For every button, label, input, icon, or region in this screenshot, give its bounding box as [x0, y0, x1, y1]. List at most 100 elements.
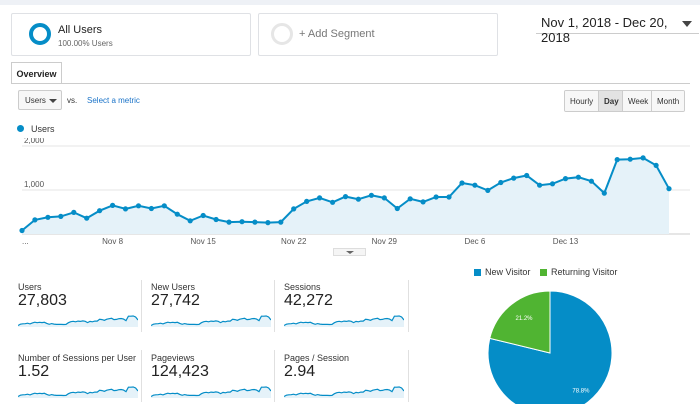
granularity-day-button[interactable]: Day	[599, 91, 623, 111]
stat-divider	[408, 280, 409, 332]
data-point[interactable]	[278, 219, 284, 225]
data-point[interactable]	[640, 155, 646, 161]
stat-new-users[interactable]: New Users 27,742	[151, 282, 271, 332]
date-range-picker[interactable]: Nov 1, 2018 - Dec 20, 2018	[536, 12, 699, 45]
data-point[interactable]	[666, 186, 672, 192]
stat-sparkline	[18, 315, 138, 327]
data-point[interactable]	[485, 187, 491, 193]
data-point[interactable]	[32, 217, 38, 223]
stat-sessions[interactable]: Sessions 42,272	[284, 282, 404, 332]
users-legend-dot-icon	[17, 125, 24, 132]
data-point[interactable]	[614, 157, 620, 163]
sparkline-line	[151, 386, 271, 398]
data-point[interactable]	[200, 212, 206, 219]
pie-slice-label: 78.8%	[572, 388, 590, 394]
data-point[interactable]	[122, 206, 129, 212]
sparkline-line	[18, 315, 138, 327]
stat-sparkline	[151, 386, 271, 398]
data-point[interactable]	[407, 196, 413, 202]
data-point[interactable]	[213, 216, 219, 223]
pie-slice-label: 21.2%	[515, 316, 533, 322]
returning-visitor-swatch-icon	[540, 269, 547, 276]
stat-label: Users	[18, 282, 42, 292]
data-point[interactable]	[161, 203, 167, 209]
data-point[interactable]	[472, 182, 478, 188]
data-point[interactable]	[368, 192, 374, 198]
metric-select[interactable]: Users	[18, 90, 62, 110]
granularity-month-button[interactable]: Month	[652, 91, 684, 111]
data-point[interactable]	[355, 196, 361, 202]
segment-title: All Users	[58, 24, 103, 36]
data-point[interactable]	[575, 174, 582, 180]
data-point[interactable]	[588, 178, 595, 184]
stat-divider	[274, 280, 275, 332]
sparkline-line	[284, 386, 404, 398]
add-segment-button[interactable]: + Add Segment	[258, 13, 498, 56]
data-point[interactable]	[446, 194, 452, 200]
segment-color-ring-icon	[29, 23, 51, 45]
data-point[interactable]	[524, 172, 530, 179]
pie-legend-label: New Visitor	[485, 267, 531, 277]
granularity-week-button[interactable]: Week	[623, 91, 652, 111]
data-point[interactable]	[19, 227, 25, 234]
data-point[interactable]	[330, 199, 336, 205]
data-point[interactable]	[265, 220, 271, 226]
data-point[interactable]	[601, 190, 607, 196]
chart-resize-handle[interactable]	[333, 248, 366, 256]
select-metric-link[interactable]: Select a metric	[87, 96, 140, 105]
data-point[interactable]	[226, 219, 232, 225]
data-point[interactable]	[239, 219, 245, 225]
data-point[interactable]	[433, 194, 439, 200]
data-point[interactable]	[511, 175, 517, 181]
stat-value: 42,272	[284, 292, 333, 309]
stat-pages-per-session[interactable]: Pages / Session 2.94	[284, 353, 404, 403]
tab-overview[interactable]: Overview	[11, 62, 62, 84]
data-point[interactable]	[174, 211, 180, 217]
stat-divider	[141, 280, 142, 332]
stat-value: 27,803	[18, 292, 67, 309]
data-point[interactable]	[562, 176, 569, 182]
data-point[interactable]	[394, 205, 400, 212]
x-tick-label: Nov 29	[372, 237, 398, 246]
pie-legend-new-visitor: New Visitor	[474, 267, 530, 277]
stat-divider	[274, 350, 275, 402]
y-tick-label: 2,000	[24, 138, 45, 145]
data-point[interactable]	[317, 195, 323, 201]
stat-sparkline	[151, 315, 271, 327]
segment-all-users[interactable]: All Users 100.00% Users	[11, 13, 251, 56]
stat-users[interactable]: Users 27,803	[18, 282, 138, 332]
data-point[interactable]	[459, 180, 465, 186]
data-point[interactable]	[252, 219, 258, 225]
data-point[interactable]	[110, 202, 116, 208]
data-point[interactable]	[84, 215, 90, 221]
top-strip	[0, 0, 700, 5]
data-point[interactable]	[653, 162, 659, 168]
pie-legend-label: Returning Visitor	[551, 267, 618, 277]
stat-value: 2.94	[284, 363, 316, 380]
stat-label: Pageviews	[151, 353, 195, 363]
data-point[interactable]	[45, 214, 51, 220]
data-point[interactable]	[187, 218, 193, 224]
pie-slice[interactable]	[489, 290, 551, 354]
data-point[interactable]	[97, 208, 103, 214]
data-point[interactable]	[58, 213, 64, 219]
data-point[interactable]	[342, 194, 349, 200]
granularity-hourly-button[interactable]: Hourly	[565, 91, 599, 111]
data-point[interactable]	[627, 156, 633, 162]
data-point[interactable]	[71, 209, 77, 215]
data-point[interactable]	[304, 198, 310, 204]
date-range-label: Nov 1, 2018 - Dec 20, 2018	[541, 15, 668, 45]
stat-pageviews[interactable]: Pageviews 124,423	[151, 353, 271, 403]
tab-divider	[11, 83, 690, 84]
data-point[interactable]	[498, 179, 504, 186]
data-point[interactable]	[537, 182, 543, 188]
data-point[interactable]	[291, 206, 297, 212]
stat-sessions-per-user[interactable]: Number of Sessions per User 1.52	[18, 353, 138, 403]
data-point[interactable]	[420, 199, 426, 205]
stat-divider	[141, 350, 142, 402]
data-point[interactable]	[148, 205, 154, 212]
data-point[interactable]	[549, 181, 556, 187]
data-point[interactable]	[135, 203, 142, 209]
data-point[interactable]	[381, 195, 387, 201]
granularity-toggle: Hourly Day Week Month	[564, 90, 685, 112]
